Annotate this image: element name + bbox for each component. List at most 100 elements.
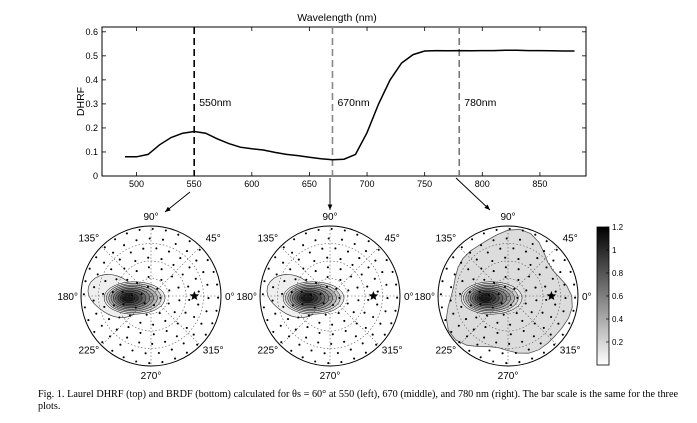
sample-point <box>164 319 167 322</box>
sample-point <box>534 286 537 289</box>
sample-point <box>168 289 171 292</box>
pointer-arrowhead <box>327 204 333 210</box>
sample-point <box>155 247 158 250</box>
sample-point <box>521 319 524 322</box>
sample-point <box>545 240 548 243</box>
sample-point <box>119 343 122 346</box>
sample-point <box>157 351 160 355</box>
sample-point <box>460 305 463 308</box>
sample-point <box>291 251 294 254</box>
sample-point <box>441 280 444 283</box>
sample-point <box>181 273 184 276</box>
sample-point <box>536 257 539 260</box>
sample-point <box>182 342 185 345</box>
sample-point <box>112 251 115 254</box>
sample-point <box>353 357 356 360</box>
sample-point <box>158 312 161 315</box>
wavelength-marker-label: 550nm <box>199 97 231 109</box>
sample-point <box>314 281 318 284</box>
sample-point <box>127 326 130 329</box>
sample-point <box>188 266 191 269</box>
sample-point <box>525 289 528 292</box>
sample-point <box>386 297 389 300</box>
sample-point <box>327 362 330 365</box>
sample-point <box>138 228 141 231</box>
x-tick-label: 500 <box>129 179 144 189</box>
sample-point <box>95 312 98 315</box>
sample-point <box>379 322 382 325</box>
sample-point <box>290 349 293 352</box>
sample-point <box>129 251 132 254</box>
sample-point <box>206 259 209 262</box>
sample-point <box>143 302 146 305</box>
sample-point <box>324 313 327 316</box>
sample-point <box>282 261 285 264</box>
y-tick-label: 0.6 <box>85 27 98 37</box>
sample-point <box>323 352 326 355</box>
sample-point <box>95 256 98 259</box>
sample-point <box>469 304 472 307</box>
sample-point <box>453 273 456 276</box>
sample-point <box>340 361 343 364</box>
sample-point <box>554 303 557 306</box>
sample-point <box>121 290 124 293</box>
sample-point <box>275 273 278 276</box>
sample-point <box>319 293 322 296</box>
sample-point <box>545 298 548 301</box>
sample-point <box>135 281 139 284</box>
sample-point <box>478 290 481 293</box>
sample-point <box>340 238 344 241</box>
sample-point <box>142 247 145 250</box>
sample-point <box>563 283 566 286</box>
pointer-arrowhead <box>165 206 171 212</box>
sample-point <box>301 356 304 359</box>
sample-point <box>518 238 522 241</box>
x-tick-label: 550 <box>187 179 202 189</box>
sample-point <box>347 289 350 292</box>
sample-point <box>538 273 541 276</box>
sample-point <box>492 270 495 273</box>
angle-label: 0° <box>582 292 592 303</box>
sample-point <box>172 263 175 266</box>
sample-point <box>103 246 106 249</box>
sample-point <box>156 287 159 290</box>
sample-point <box>103 261 106 264</box>
sample-point <box>115 278 118 281</box>
sample-point <box>521 340 524 343</box>
sample-point <box>457 324 460 327</box>
sample-point <box>339 258 342 261</box>
sample-point <box>93 286 96 289</box>
sample-point <box>471 238 474 241</box>
hotspot-contour <box>301 294 314 302</box>
sample-point <box>461 280 464 283</box>
sample-point <box>122 356 125 359</box>
sample-point <box>204 333 207 336</box>
sample-point <box>487 293 490 297</box>
sample-point <box>174 242 177 246</box>
sample-point <box>310 349 313 352</box>
sample-point <box>371 333 374 336</box>
sample-point <box>111 349 114 352</box>
sample-point <box>272 330 275 333</box>
sample-point <box>574 296 577 299</box>
sample-point <box>373 277 376 280</box>
polar-plot-670: 90° 45° 0° 315° 270° 225° 180° 135° <box>236 178 414 382</box>
sample-point <box>294 328 297 331</box>
sample-point <box>452 312 455 315</box>
sample-point <box>492 360 495 363</box>
sample-point <box>503 285 507 288</box>
sample-point <box>343 319 346 322</box>
sample-point <box>331 304 335 307</box>
sample-point <box>171 275 174 278</box>
sample-point <box>297 316 300 319</box>
sample-point <box>151 227 154 230</box>
sample-point <box>486 251 489 254</box>
sample-point <box>375 343 378 346</box>
sample-point <box>325 285 329 288</box>
sample-point <box>302 244 305 247</box>
angle-label: 315° <box>382 345 403 356</box>
sample-point <box>528 275 531 278</box>
sample-point <box>306 326 309 329</box>
sample-point <box>479 356 482 359</box>
y-tick-label: 0.3 <box>85 99 98 109</box>
